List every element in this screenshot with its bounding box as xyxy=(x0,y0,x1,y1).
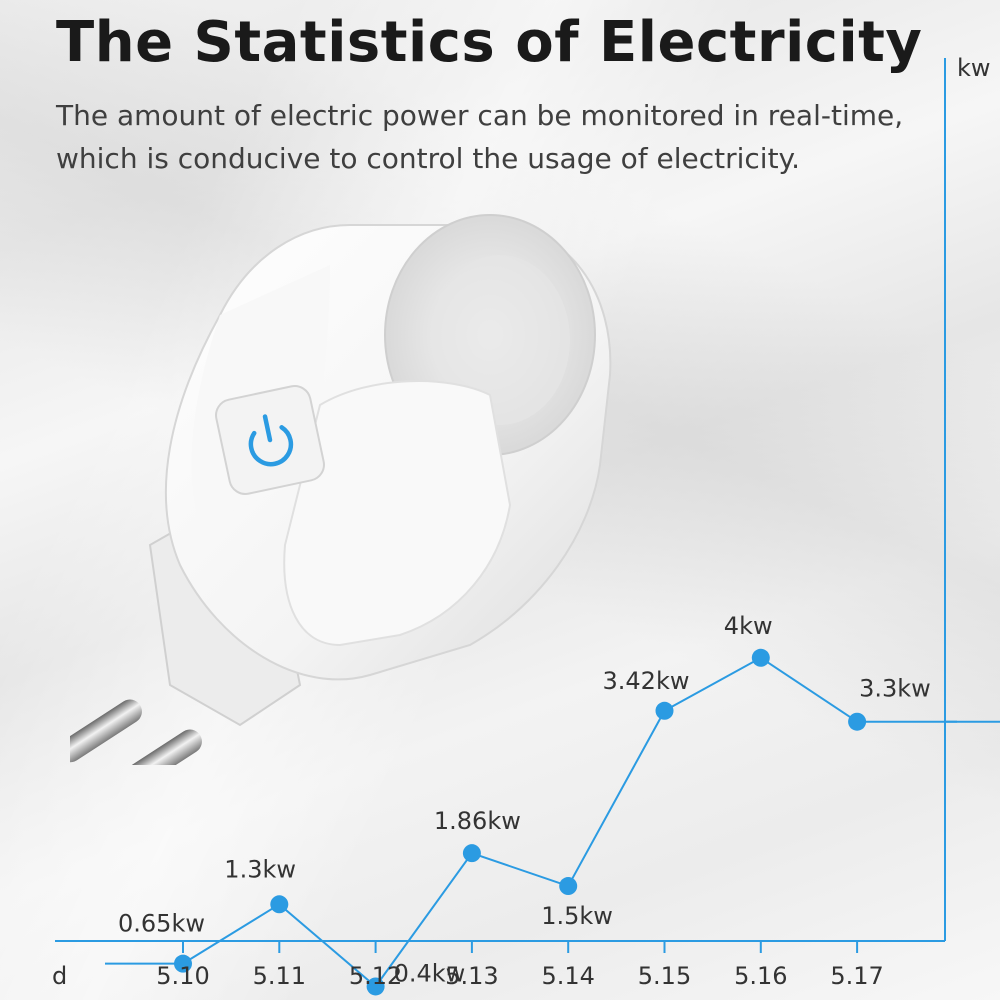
data-point xyxy=(174,954,192,973)
y-axis-unit-label: kw xyxy=(957,54,991,82)
data-point xyxy=(655,701,674,720)
x-tick-label: 5.15 xyxy=(638,962,691,990)
data-label: 1.5kw xyxy=(541,902,613,930)
data-point xyxy=(270,895,289,914)
x-tick-label: 5.13 xyxy=(445,962,498,990)
data-label: 4kw xyxy=(724,612,773,640)
data-label: 0.4kw xyxy=(394,959,466,987)
smart-plug-image xyxy=(70,214,612,765)
line-series xyxy=(105,648,1000,996)
page-title: The Statistics of Electricity xyxy=(56,10,923,75)
data-label: 3.42kw xyxy=(603,667,690,695)
x-axis-unit-label: d xyxy=(52,962,67,990)
data-point xyxy=(366,977,385,996)
power-button xyxy=(215,385,325,495)
data-label: 3.3kw xyxy=(859,675,931,703)
x-tick-label: 5.11 xyxy=(253,962,306,990)
power-icon xyxy=(248,414,294,467)
plug-pins xyxy=(70,699,202,765)
page-subtitle: The amount of electric power can be moni… xyxy=(56,99,904,175)
x-tick-label: 5.17 xyxy=(830,962,883,990)
x-axis-ticks: 5.10 5.11 5.12 5.13 5.14 5.15 5.16 5.17 xyxy=(156,720,957,990)
data-label: 1.3kw xyxy=(224,855,296,883)
data-point xyxy=(559,877,578,896)
data-point xyxy=(751,648,770,667)
x-tick-label: 5.12 xyxy=(349,962,402,990)
data-label: 0.65kw xyxy=(118,910,205,938)
x-tick-label: 5.10 xyxy=(156,962,209,990)
data-label: 1.86kw xyxy=(434,807,521,835)
series-line xyxy=(182,656,858,988)
x-tick-label: 5.16 xyxy=(734,962,787,990)
data-point xyxy=(848,712,867,731)
x-tick-label: 5.14 xyxy=(541,962,594,990)
data-labels: 0.65kw 1.3kw 0.4kw 1.86kw 1.5kw 3.42kw 4kw 3.3k… xyxy=(118,612,931,988)
data-point xyxy=(462,844,481,863)
